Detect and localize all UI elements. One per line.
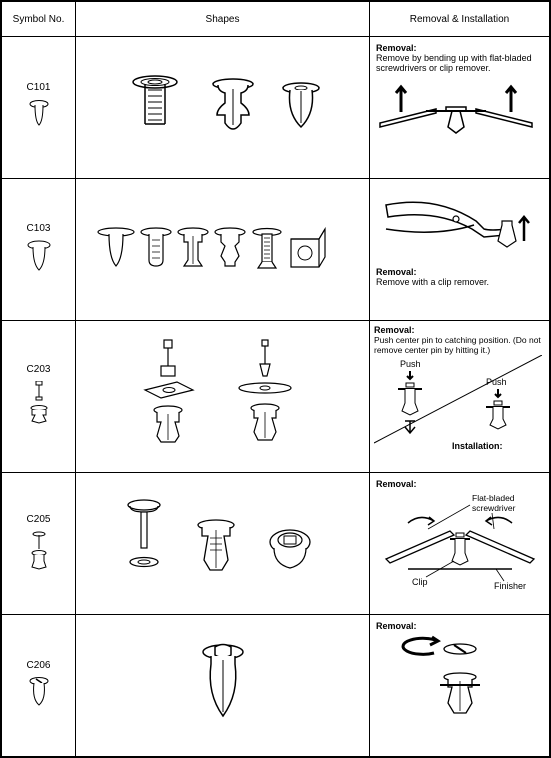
shapes-cell: [76, 37, 370, 179]
tool-label-2: screwdriver: [472, 503, 516, 513]
header-row: Symbol No. Shapes Removal & Installation: [2, 2, 550, 37]
ri-title: Removal:: [376, 267, 543, 277]
col-header-shapes: Shapes: [76, 2, 370, 37]
symbol-cell: C203: [2, 320, 76, 472]
tool-label: Flat-bladed: [472, 493, 515, 503]
col-header-ri: Removal & Installation: [370, 2, 550, 37]
symbol-cell: C205: [2, 473, 76, 615]
symbol-label: C205: [6, 514, 71, 525]
clip-icon-small: [28, 677, 50, 709]
clip-icon-small: [28, 99, 50, 129]
ri-cell: Removal: Flat-bladed screwdriver: [370, 473, 550, 615]
ri-title: Removal:: [374, 325, 545, 335]
ri-cell: Removal: Remove by bending up with flat-…: [370, 37, 550, 179]
shapes-cell: [76, 320, 370, 472]
ri-cell: Removal: Remove with a clip remover.: [370, 178, 550, 320]
ri-text: Remove by bending up with flat-bladed sc…: [376, 53, 543, 73]
push-label-2: Push: [486, 377, 507, 387]
shapes-diagram: [98, 335, 348, 455]
symbol-cell: C206: [2, 615, 76, 757]
symbol-label: C101: [6, 82, 71, 93]
shapes-cell: [76, 615, 370, 757]
symbol-label: C206: [6, 660, 71, 671]
clip-icon-small: [27, 240, 51, 272]
ri-diagram: Push Push Installation:: [374, 355, 542, 453]
symbol-cell: C103: [2, 178, 76, 320]
main-table: Symbol No. Shapes Removal & Installation…: [1, 1, 550, 757]
clip-reference-table: Symbol No. Shapes Removal & Installation…: [0, 0, 551, 758]
shapes-diagram: [173, 634, 273, 734]
ri-diagram: [376, 77, 536, 137]
table-row: C203: [2, 320, 550, 472]
shapes-diagram: [98, 61, 348, 151]
shapes-diagram: [98, 492, 348, 592]
push-label: Push: [400, 359, 421, 369]
ri-text: Push center pin to catching position. (D…: [374, 335, 545, 355]
ri-title: Removal:: [376, 43, 543, 53]
ri-diagram: [400, 635, 520, 735]
clip-icon-small: [29, 531, 49, 571]
shapes-cell: [76, 473, 370, 615]
clip-icon-small: [28, 381, 50, 425]
finisher-label: Finisher: [494, 581, 526, 591]
symbol-cell: C101: [2, 37, 76, 179]
table-row: C103: [2, 178, 550, 320]
table-row: C205: [2, 473, 550, 615]
table-row: C101: [2, 37, 550, 179]
ri-text: Remove with a clip remover.: [376, 277, 543, 287]
ri-diagram: [376, 185, 536, 265]
install-label: Installation:: [452, 441, 503, 451]
ri-diagram: Flat-bladed screwdriver C: [376, 489, 544, 597]
ri-title: Removal:: [376, 479, 543, 489]
symbol-label: C203: [6, 364, 71, 375]
table-row: C206 Removal:: [2, 615, 550, 757]
symbol-label: C103: [6, 223, 71, 234]
col-header-symbol: Symbol No.: [2, 2, 76, 37]
ri-cell: Removal: Push center pin to catching pos…: [370, 320, 550, 472]
shapes-cell: [76, 178, 370, 320]
clip-label: Clip: [412, 577, 428, 587]
shapes-diagram: [93, 213, 353, 283]
ri-title: Removal:: [376, 621, 543, 631]
ri-cell: Removal:: [370, 615, 550, 757]
